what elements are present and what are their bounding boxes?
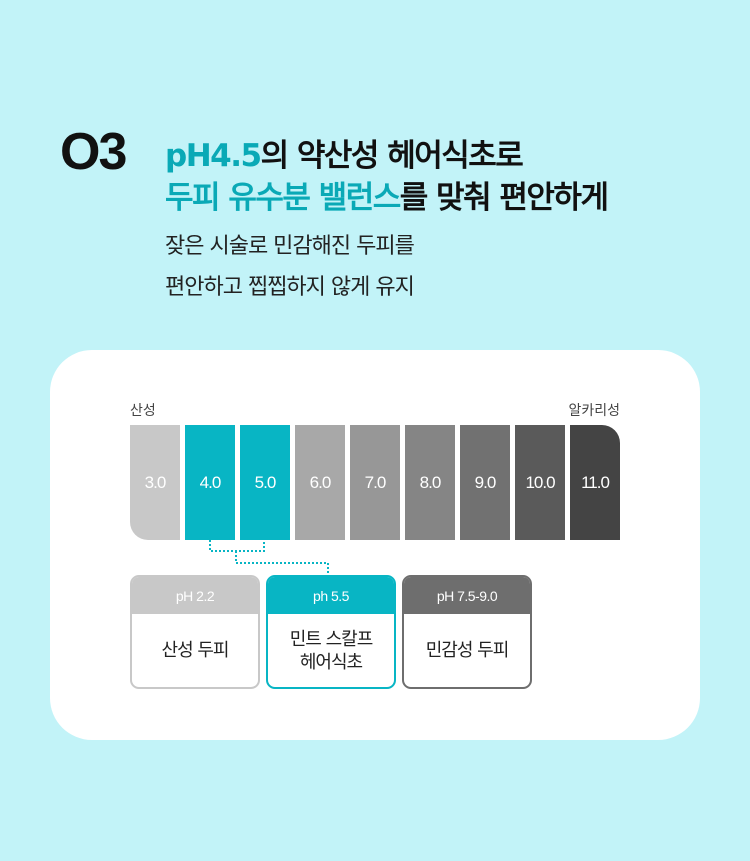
ph-card-label: 민트 스칼프 헤어식초 <box>289 628 374 673</box>
ph-bar: 11.0 <box>570 425 620 540</box>
acidic-label: 산성 <box>130 403 156 419</box>
headline-line-1: pH4.5의 약산성 헤어식초로 <box>165 130 524 175</box>
dotted-connector <box>209 540 329 575</box>
ph-card-header: pH 2.2 <box>132 577 258 614</box>
headline-rest-2: 를 맞춰 편안하게 <box>399 180 609 216</box>
subtext-line-2: 편안하고 찝찝하지 않게 유지 <box>165 275 415 300</box>
ph-card-header: pH 7.5-9.0 <box>404 577 530 614</box>
subtext-line-1: 잦은 시술로 민감해진 두피를 <box>165 234 415 259</box>
section-number: O3 <box>60 123 127 181</box>
ph-card-header: ph 5.5 <box>268 577 394 614</box>
headline-line-2: 두피 유수분 밸런스를 맞춰 편안하게 <box>165 172 609 217</box>
ph-bar: 8.0 <box>405 425 455 540</box>
alkaline-label: 알카리성 <box>568 403 620 419</box>
ph-bar: 6.0 <box>295 425 345 540</box>
ph-bar: 4.0 <box>185 425 235 540</box>
ph-card: pH 7.5-9.0 민감성 두피 <box>402 575 532 689</box>
ph-bar: 3.0 <box>130 425 180 540</box>
ph-bar: 10.0 <box>515 425 565 540</box>
ph-bar: 7.0 <box>350 425 400 540</box>
ph-card: ph 5.5 민트 스칼프 헤어식초 <box>266 575 396 689</box>
headline-rest-1: 의 약산성 헤어식초로 <box>260 138 524 174</box>
ph-card: pH 2.2 산성 두피 <box>130 575 260 689</box>
ph-bar: 9.0 <box>460 425 510 540</box>
headline-accent-1: pH4.5 <box>165 138 262 174</box>
ph-card-label: 산성 두피 <box>161 640 230 661</box>
ph-card-label: 민감성 두피 <box>425 640 510 661</box>
headline-accent-2: 두피 유수분 밸런스 <box>165 180 401 216</box>
ph-bar: 5.0 <box>240 425 290 540</box>
